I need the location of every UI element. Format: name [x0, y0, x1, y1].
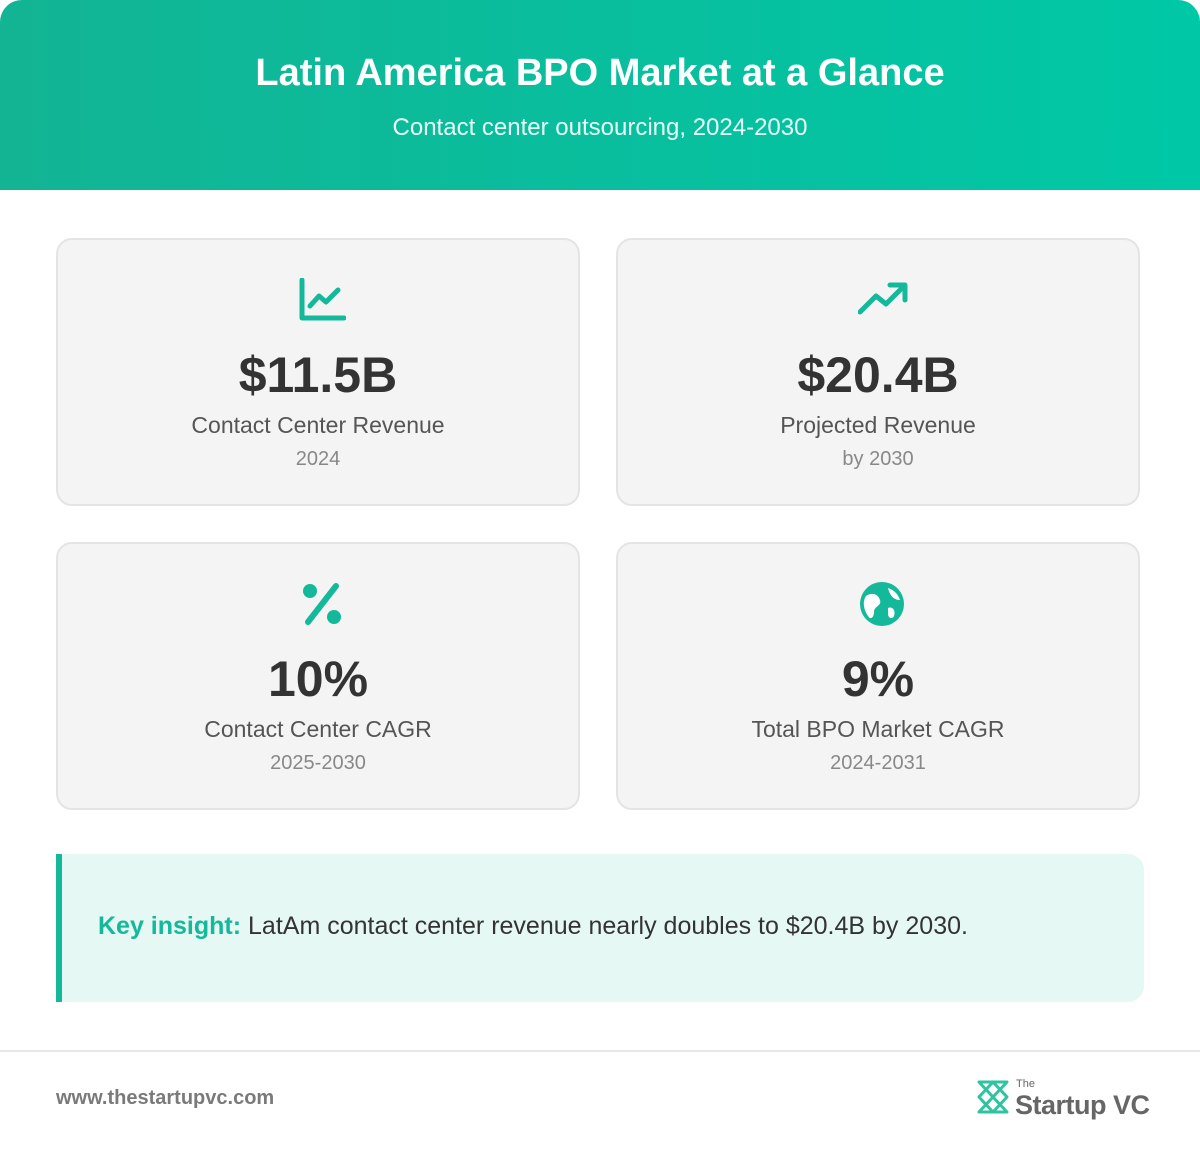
stat-card: 10% Contact Center CAGR 2025-2030 — [56, 542, 580, 810]
stat-value: $11.5B — [238, 347, 398, 403]
subtitle: Contact center outsourcing, 2024-2030 — [392, 114, 808, 141]
insight-label: Key insight: — [98, 912, 242, 940]
header: Latin America BPO Market at a Glance Con… — [0, 0, 1200, 190]
percent-icon — [303, 583, 341, 625]
footer-url: www.thestartupvc.com — [56, 1087, 275, 1109]
insight-box: Key insight: LatAm contact center revenu… — [56, 854, 1144, 1002]
chart-icon — [299, 278, 346, 321]
globe-icon — [860, 582, 904, 626]
stat-period: 2024 — [295, 448, 341, 470]
stat-label: Contact Center Revenue — [191, 412, 445, 438]
stat-label: Projected Revenue — [780, 412, 976, 438]
stat-value: 9% — [841, 651, 915, 707]
insight-text: LatAm contact center revenue nearly doub… — [248, 912, 968, 940]
footer-rule — [0, 1050, 1200, 1052]
trend-icon — [858, 282, 908, 315]
stat-period: by 2030 — [842, 448, 914, 470]
stat-value: 10% — [267, 651, 369, 707]
logo-small-text: The — [1016, 1078, 1035, 1090]
insight-line: Key insight: LatAm contact center revenu… — [98, 912, 968, 941]
title: Latin America BPO Market at a Glance — [255, 52, 945, 94]
stat-card: $11.5B Contact Center Revenue 2024 — [56, 238, 580, 506]
logo-text: Startup VC — [1015, 1090, 1150, 1120]
stat-period: 2025-2030 — [270, 752, 366, 774]
stat-value: $20.4B — [797, 347, 959, 403]
stat-label: Total BPO Market CAGR — [751, 716, 1005, 742]
stat-period: 2024-2031 — [830, 752, 926, 774]
logo-mark — [977, 1080, 1009, 1114]
stat-label: Contact Center CAGR — [204, 716, 432, 742]
stat-card: $20.4B Projected Revenue by 2030 — [616, 238, 1140, 506]
stat-card: 9% Total BPO Market CAGR 2024-2031 — [616, 542, 1140, 810]
